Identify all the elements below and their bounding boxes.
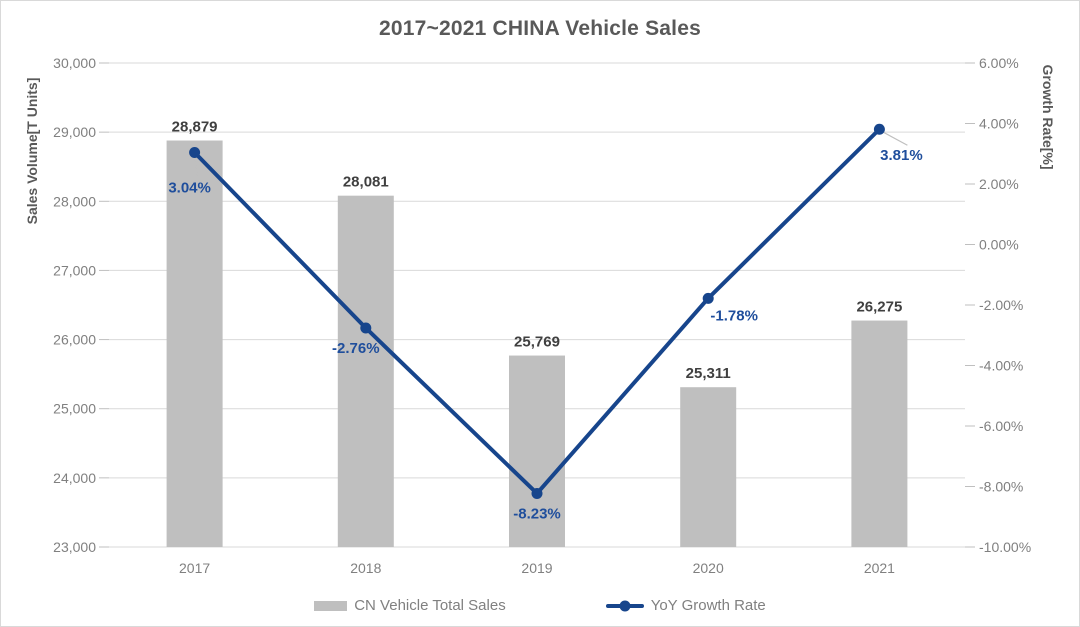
left-axis-tick-label: 30,000 — [53, 55, 96, 71]
right-axis-tick-label: 6.00% — [979, 55, 1019, 71]
legend-label-bar-series: CN Vehicle Total Sales — [354, 597, 506, 614]
chart-title: 2017~2021 CHINA Vehicle Sales — [379, 17, 701, 40]
left-axis-tick-label: 28,000 — [53, 193, 96, 209]
x-axis-label-2021: 2021 — [864, 560, 895, 576]
line-marker-2019 — [531, 487, 543, 499]
x-axis-label-2019: 2019 — [521, 560, 552, 576]
line-series-swatch — [605, 600, 644, 611]
line-marker-2017 — [189, 147, 201, 159]
legend-item-bar-series: CN Vehicle Total Sales — [314, 597, 506, 614]
line-marker-2018 — [360, 322, 372, 334]
x-axis-label-2020: 2020 — [693, 560, 724, 576]
left-axis-tick-label: 23,000 — [53, 539, 96, 555]
growth-rate-label: -1.78% — [710, 307, 758, 324]
label-leader-line — [194, 156, 199, 178]
bar-2021 — [851, 320, 908, 547]
label-leader-line — [883, 131, 908, 146]
x-axis-label-2018: 2018 — [350, 560, 381, 576]
legend-item-line-series: YoY Growth Rate — [605, 597, 766, 614]
right-axis-tick-label: -6.00% — [979, 418, 1023, 434]
bar-series-swatch — [314, 600, 348, 611]
left-axis-tick-label: 25,000 — [53, 401, 96, 417]
bar-value-label: 25,769 — [514, 334, 560, 351]
growth-rate-label: -8.23% — [513, 505, 561, 522]
bar-value-label: 25,311 — [686, 365, 731, 382]
bar-2019 — [509, 355, 565, 547]
right-axis-tick-label: -8.00% — [979, 479, 1023, 495]
legend-label-line-series: YoY Growth Rate — [650, 597, 766, 614]
left-axis-tick-label: 27,000 — [53, 262, 96, 278]
right-axis-tick-label: 4.00% — [979, 116, 1019, 132]
right-axis-tick-label: 2.00% — [979, 176, 1019, 192]
line-series-marker-icon — [619, 600, 631, 611]
growth-rate-label: -2.76% — [332, 340, 380, 357]
bar-2020 — [680, 387, 737, 547]
line-marker-2020 — [702, 292, 714, 304]
right-axis-tick-label: -2.00% — [979, 297, 1023, 313]
bar-2018 — [337, 195, 394, 547]
growth-rate-label: 3.81% — [880, 147, 923, 164]
right-axis-tick-label: -4.00% — [979, 358, 1023, 374]
legend: CN Vehicle Total Sales YoY Growth Rate — [1, 597, 1079, 614]
bar-value-label: 28,879 — [172, 119, 218, 136]
bar-value-label: 28,081 — [343, 174, 389, 191]
right-axis-tick-label: 0.00% — [979, 237, 1019, 253]
x-axis-label-2017: 2017 — [179, 560, 210, 576]
left-axis-tick-label: 26,000 — [53, 332, 96, 348]
line-marker-2021 — [873, 123, 885, 135]
right-axis-tick-label: -10.00% — [979, 539, 1031, 555]
left-axis-tick-label: 29,000 — [53, 124, 96, 140]
left-axis-tick-label: 24,000 — [53, 470, 96, 486]
bar-value-label: 26,275 — [856, 299, 902, 316]
growth-rate-label: 3.04% — [168, 180, 211, 197]
bar-2017 — [166, 140, 223, 547]
